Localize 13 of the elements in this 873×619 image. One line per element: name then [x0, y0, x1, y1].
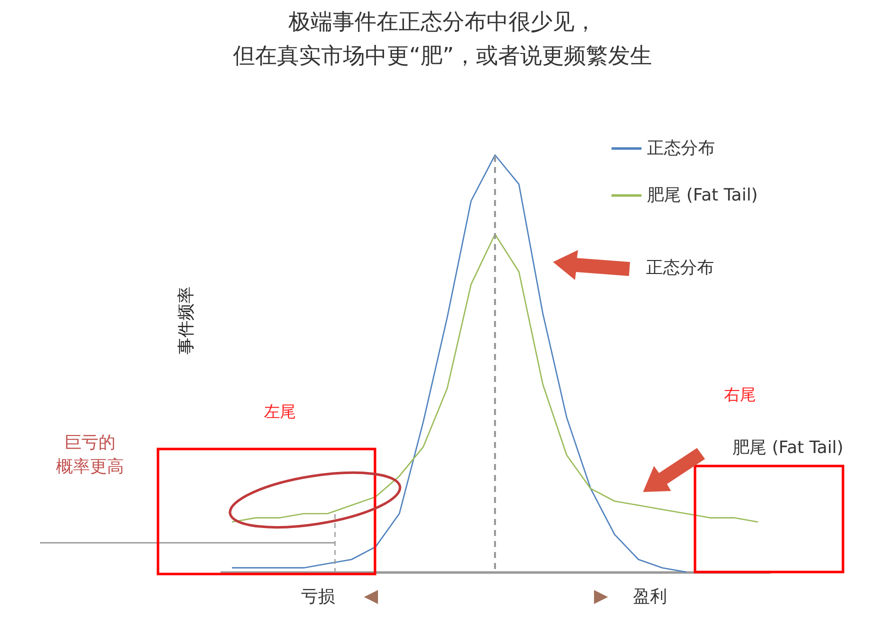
legend-label: 正态分布 [647, 138, 715, 158]
legend-label: 肥尾 (Fat Tail) [647, 186, 758, 206]
text: 极端事件在正态分布中很少见， [288, 10, 596, 35]
annotation: 左尾 [264, 402, 296, 421]
annotation: 右尾 [724, 385, 756, 404]
y-axis-title: 事件频率 [176, 286, 196, 354]
text: 盈利 [633, 587, 667, 607]
annotation: 肥尾 (Fat Tail) [732, 438, 844, 458]
annotation: 正态分布 [646, 258, 714, 278]
text: 巨亏的 [64, 433, 116, 453]
text: 但在真实市场中更“肥”，或者说更频繁发生 [233, 44, 652, 69]
text: 亏损 [301, 587, 335, 607]
text: 概率更高 [56, 457, 124, 477]
